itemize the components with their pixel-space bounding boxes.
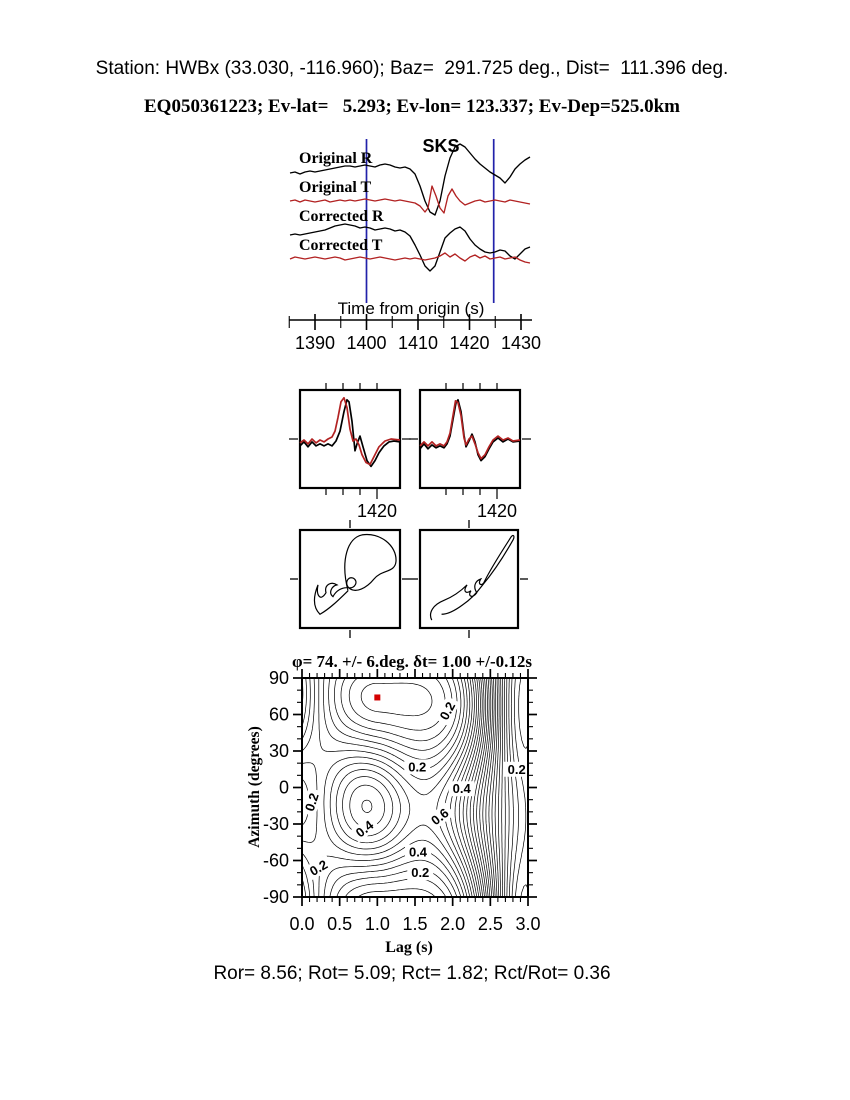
trace-label: Corrected R [299,208,384,225]
contour-line [482,677,493,898]
waveform-trace [289,185,531,214]
contour-value-label: 0.2 [437,699,459,722]
comparison-trace [419,398,521,462]
contour-line [301,677,475,898]
time-tick-label: 1430 [501,333,541,353]
contour-value-label: 0.2 [408,759,426,774]
waveform-panel: Original R Original T Corrected R Corrected… [289,136,531,303]
trace-label: Original T [299,179,371,196]
contour-value-label: 0.2 [411,865,429,880]
azimuth-tick-label: 30 [269,741,289,761]
contour-line [473,677,488,898]
waveform-trace [289,143,531,216]
particle-motion-trace [315,535,397,615]
page-title: Station: HWBx (33.030, -116.960); Baz= 2… [95,58,729,79]
comparison-tick-label: 1420 [357,501,397,521]
azimuth-tick-label: -30 [263,814,289,834]
time-axis-title: Time from origin (s) [338,299,485,318]
contour-value-label: 0.2 [508,762,526,777]
contour-line [498,678,502,898]
time-tick-label: 1400 [346,333,386,353]
contour-line [462,677,483,898]
lag-tick-label: 3.0 [515,914,540,934]
lag-tick-label: 0.5 [327,914,352,934]
contour-line [348,677,446,898]
lag-tick-label: 1.5 [402,914,427,934]
contour-line [514,677,527,897]
lag-axis-title: Lag (s) [385,939,433,956]
trace-label: Corrected T [299,237,383,254]
azimuth-axis-title: Azimuth (degrees) [246,726,263,848]
lag-tick-label: 2.0 [440,914,465,934]
contour-value-label: 0.4 [453,781,472,796]
comparison-box [418,388,522,490]
contour-line [494,677,500,898]
contour-line [504,678,506,897]
azimuth-tick-label: -90 [263,887,289,907]
azimuth-tick-label: 90 [269,668,289,688]
trace-label: Original R [299,150,373,167]
particle-motion-box [418,528,520,630]
lag-tick-label: 0.0 [289,914,314,934]
footer-stats: Ror= 8.56; Rot= 5.09; Rct= 1.82; Rct/Rot… [213,963,611,984]
comparison-tick-label: 1420 [477,501,517,521]
contour-line [301,677,471,898]
contour-title: φ= 74. +/- 6.deg. δt= 1.00 +/-0.12s [292,652,532,671]
lag-tick-label: 2.5 [478,914,503,934]
waveform-trace [289,252,531,264]
azimuth-tick-label: 0 [279,778,289,798]
page-subtitle: EQ050361223; Ev-lat= 5.293; Ev-lon= 123.… [144,96,680,117]
contour-line [491,677,498,898]
time-tick-label: 1410 [398,333,438,353]
comparison-trace [299,396,401,466]
comparison-box [298,388,402,490]
contour-line [485,677,495,898]
contour-line [510,677,519,898]
contour-line [488,677,497,898]
particle-motion-panels [290,520,528,638]
time-tick-label: 1390 [295,333,335,353]
contour-value-label: 0.2 [302,791,322,813]
particle-motion-box [298,528,402,630]
time-tick-label: 1420 [449,333,489,353]
contour-line [501,678,504,897]
lag-tick-label: 1.0 [365,914,390,934]
contour-line [360,682,433,717]
comparison-trace [419,399,521,460]
contour-value-label: 0.4 [409,844,428,859]
contour-panel: 0.20.2 0.20.20.40.40.60.40.20.20.0 0.5 1.0 1… [246,652,541,956]
particle-motion-trace [431,535,514,620]
contour-line [476,677,490,898]
contour-line [301,677,473,898]
phase-label-sks: SKS [422,136,459,156]
comparison-trace [299,398,401,468]
time-axis: 1390 1400 1410 1420 1430 Time from origin (s) [288,299,541,353]
waveform-trace [289,223,531,272]
contour-line [466,677,485,898]
contour-line [328,677,462,898]
fast-slow-comparison-panels: 1420 1420 [289,383,531,521]
azimuth-tick-label: -60 [263,851,289,871]
azimuth-tick-label: 60 [269,705,289,725]
contour-line [469,677,487,898]
contour-line [479,677,492,898]
best-fit-marker [374,694,381,701]
